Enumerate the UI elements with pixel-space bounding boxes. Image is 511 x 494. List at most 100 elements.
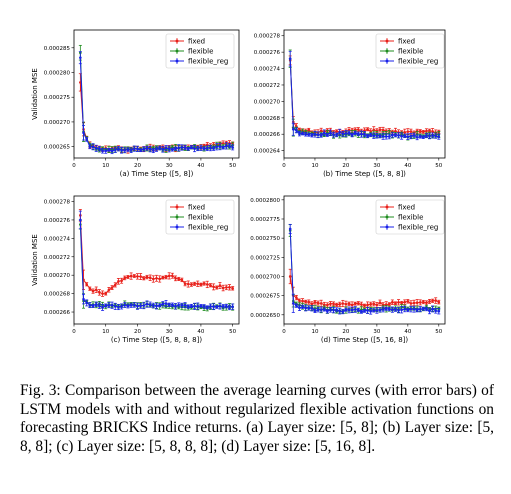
y-tick-label: 0.0002775: [250, 217, 280, 223]
data-point: [209, 304, 212, 308]
y-tick-label: 0.000266: [44, 310, 71, 316]
x-tick-label: 40: [197, 163, 204, 169]
data-point: [310, 302, 314, 306]
data-point: [409, 307, 413, 311]
data-point: [291, 302, 295, 305]
chart-panel-1: 0 10 20 30 40 50 0.000264 0.000266 0.000268 0.000…: [254, 29, 446, 178]
legend-label-fixed: fixed: [398, 38, 415, 46]
data-point: [85, 301, 88, 305]
data-point: [94, 288, 98, 292]
data-point: [434, 134, 438, 138]
data-point: [129, 148, 133, 152]
legend-box: [165, 33, 235, 69]
data-point: [205, 283, 209, 286]
data-point: [431, 299, 434, 303]
legend-label-fixed: fixed: [398, 204, 415, 212]
plot-frame: [283, 195, 446, 325]
x-tick-label: 0: [72, 329, 76, 335]
data-point: [88, 145, 92, 148]
data-point: [104, 292, 108, 295]
x-axis-label: (b) Time Step ([5, 8, 8]): [323, 170, 406, 178]
data-point: [136, 275, 139, 278]
data-point: [418, 129, 422, 133]
plot-frame: [73, 29, 240, 159]
data-point: [167, 147, 171, 151]
data-point: [148, 303, 152, 306]
data-point: [307, 306, 311, 310]
data-point: [428, 300, 431, 303]
x-tick-label: 20: [342, 329, 349, 335]
data-point: [298, 306, 301, 310]
data-point: [329, 308, 332, 312]
data-point: [332, 308, 335, 312]
data-point: [132, 147, 136, 150]
data-point: [91, 145, 95, 149]
data-point: [117, 147, 120, 151]
data-point: [391, 133, 394, 137]
data-point: [148, 276, 152, 280]
data-point: [142, 276, 146, 280]
data-point: [394, 308, 397, 311]
data-point: [341, 132, 345, 136]
data-point: [387, 307, 391, 311]
x-tick-label: 50: [435, 163, 442, 169]
data-point: [164, 275, 168, 279]
data-point: [180, 278, 184, 282]
legend-marker: [385, 59, 389, 63]
chart-panel-0: 0 10 20 30 40 50 0.000265 0.000270 0.000275 0.000…: [31, 29, 240, 178]
data-point: [129, 304, 133, 307]
data-point: [215, 305, 219, 309]
data-point: [344, 308, 348, 312]
data-point: [335, 129, 338, 133]
data-point: [85, 282, 88, 286]
data-point: [360, 310, 363, 314]
x-tick-label: 10: [311, 163, 318, 169]
data-point: [406, 300, 410, 303]
data-point: [167, 274, 171, 278]
data-point: [215, 145, 219, 149]
data-point: [319, 129, 323, 133]
legend-label-fixed: fixed: [188, 204, 205, 212]
y-axis-label: Validation MSE: [31, 234, 39, 286]
data-point: [98, 304, 101, 308]
data-point: [218, 145, 222, 149]
data-point: [301, 132, 304, 135]
data-point: [190, 283, 193, 286]
data-point: [409, 134, 413, 138]
data-point: [205, 306, 209, 309]
series-flexible_reg: [78, 210, 235, 311]
data-point: [202, 147, 206, 150]
data-point: [425, 307, 428, 311]
data-point: [298, 132, 301, 135]
data-point: [341, 310, 345, 313]
data-point: [110, 149, 114, 153]
y-tick-label: 0.000285: [44, 46, 71, 52]
data-point: [104, 304, 108, 307]
data-point: [338, 309, 342, 313]
data-point: [113, 148, 117, 152]
data-point: [98, 291, 101, 294]
data-point: [425, 129, 428, 133]
x-tick-label: 10: [311, 329, 318, 335]
x-tick-label: 50: [229, 329, 236, 335]
legend-marker: [175, 39, 179, 43]
data-point: [422, 300, 425, 304]
data-point: [152, 304, 155, 307]
data-point: [301, 305, 304, 309]
legend-label-flexible_reg: flexible_reg: [188, 224, 228, 232]
data-point: [350, 308, 354, 312]
data-point: [400, 308, 403, 312]
chart-panel-3: 0 10 20 30 40 50 0.0002650 0.0002675 0.0002700 0.…: [250, 195, 446, 344]
x-tick-label: 50: [435, 329, 442, 335]
data-point: [186, 305, 190, 308]
data-point: [113, 305, 117, 308]
data-point: [372, 309, 376, 312]
x-axis-label: (a) Time Step ([5, 8]): [120, 170, 194, 178]
figure-caption: Fig. 3: Comparison between the average l…: [20, 382, 494, 456]
data-point: [225, 304, 228, 308]
data-point: [363, 304, 366, 307]
data-point: [218, 284, 222, 287]
series-line-fixed: [289, 60, 439, 134]
data-point: [431, 307, 434, 311]
data-point: [304, 300, 307, 303]
